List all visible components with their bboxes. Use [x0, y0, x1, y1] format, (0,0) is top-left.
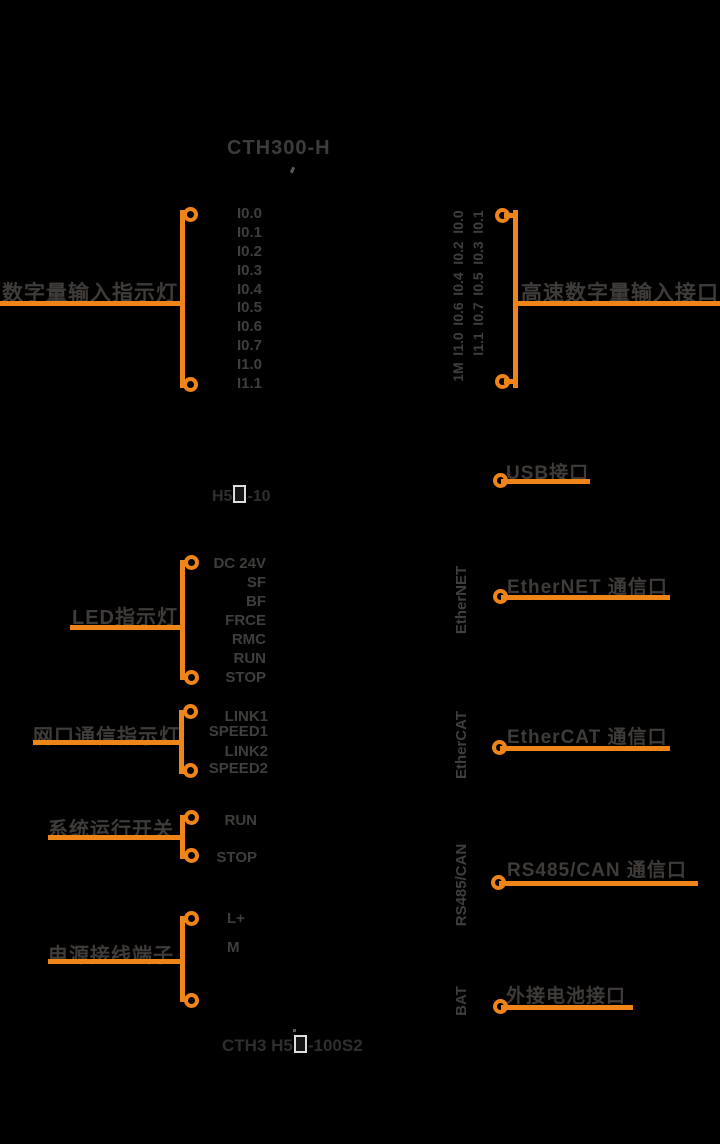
callout-underline	[48, 959, 183, 964]
bracket-end-circle	[184, 555, 199, 570]
pin-label: I0.7	[237, 337, 263, 355]
bracket-end-circle	[495, 208, 510, 223]
callout-underline	[500, 746, 670, 751]
pin-label: LINK2	[224, 743, 268, 760]
rs485-can-comm-port-label: RS485/CAN 通信口	[507, 860, 687, 881]
hs-digital-input-label: 高速数字量输入接口	[521, 282, 719, 305]
callout-underline	[501, 1005, 633, 1010]
pin-label: L+	[227, 910, 245, 927]
callout-underline	[48, 835, 183, 840]
callout-underline	[515, 301, 720, 306]
bottom-model-suffix: -100S2	[307, 1036, 363, 1055]
callout-underline	[70, 625, 183, 630]
callout-underline	[501, 479, 590, 484]
hs-pin-label: I1.1	[470, 332, 486, 356]
bracket-end-circle	[183, 763, 198, 778]
callout-underline	[501, 595, 670, 600]
bracket-line	[513, 210, 518, 388]
pin-label: I0.3	[237, 261, 263, 279]
pin-label: SF	[246, 574, 266, 591]
bracket-end-circle	[183, 207, 198, 222]
bracket-line	[180, 916, 185, 1002]
led-indicators-label: LED指示灯	[72, 607, 178, 629]
bracket-end-circle	[184, 810, 199, 825]
hs-pin-label: 1M	[450, 362, 466, 382]
callout-underline	[0, 301, 184, 306]
bracket-end-circle	[184, 670, 199, 685]
bracket-end-circle	[183, 377, 198, 392]
bracket-line	[180, 560, 185, 680]
ethernet-port-tag: EtherNET	[453, 565, 470, 635]
callout-underline	[33, 740, 183, 745]
callout-circle	[493, 473, 508, 488]
digital-input-pin-list: I0.0 I0.1 I0.2 I0.3 I0.4 I0.5 I0.6 I0.7 …	[237, 205, 262, 394]
pin-label: SPEED2	[208, 760, 268, 777]
module-model-label: H5 -10	[212, 485, 271, 506]
callout-circle	[492, 740, 507, 755]
bracket-line	[180, 210, 185, 388]
ethernet-comm-port-label: EtherNET 通信口	[507, 577, 668, 598]
pin-label: STOP	[216, 849, 257, 866]
bracket-line	[180, 815, 185, 859]
model-suffix: -10	[247, 488, 271, 505]
led-pin-list: DC 24V SF BF FRCE RMC RUN STOP	[166, 554, 266, 687]
pin-label: RUN	[224, 812, 258, 829]
callout-underline	[499, 881, 698, 886]
pin-label: FRCE	[225, 612, 266, 629]
pin-label: DC 24V	[213, 555, 266, 572]
bottom-model-wildcard-box	[293, 1035, 307, 1053]
bat-port-tag: BAT	[453, 986, 470, 1016]
pin-label: STOP	[225, 669, 266, 686]
pin-label: RUN	[233, 650, 267, 667]
bracket-end-circle	[184, 848, 199, 863]
bracket-end-circle	[183, 704, 198, 719]
pin-label: I0.1	[237, 223, 263, 241]
pin-label: LINK1	[224, 708, 268, 725]
pin-label: I0.4	[237, 280, 263, 298]
model-wildcard-box	[233, 485, 247, 503]
pin-label: I0.6	[237, 318, 263, 336]
dot-mark	[293, 1029, 296, 1032]
pin-label: I1.0	[237, 356, 263, 374]
pin-label: BF	[246, 593, 266, 610]
pin-label: RMC	[231, 631, 266, 648]
bracket-end-circle	[184, 911, 199, 926]
callout-circle	[493, 589, 508, 604]
pin-label: I0.2	[237, 242, 263, 260]
model-prefix: H5	[212, 488, 233, 505]
callout-circle	[493, 999, 508, 1014]
usb-port-label: USB接口	[506, 463, 590, 484]
bracket-end-circle	[184, 993, 199, 1008]
bottom-model-prefix: CTH3 H5	[222, 1036, 293, 1055]
tick-mark	[289, 166, 296, 174]
pin-label: I1.1	[237, 375, 263, 393]
bottom-model-label: CTH3 H5 -100S2	[222, 1035, 363, 1056]
external-battery-port-label: 外接电池接口	[506, 986, 627, 1007]
device-title: CTH300-H	[227, 137, 331, 159]
digital-input-indicators-label: 数字量输入指示灯	[2, 282, 178, 305]
ethercat-comm-port-label: EtherCAT 通信口	[507, 727, 668, 748]
bracket-line	[179, 710, 184, 774]
callout-circle	[491, 875, 506, 890]
pin-label: SPEED1	[208, 723, 268, 740]
pin-label: I0.5	[237, 299, 263, 317]
pin-label: I0.0	[237, 205, 263, 222]
pin-label: M	[227, 939, 240, 956]
ethercat-port-tag: EtherCAT	[453, 710, 470, 780]
bracket-end-circle	[495, 374, 510, 389]
